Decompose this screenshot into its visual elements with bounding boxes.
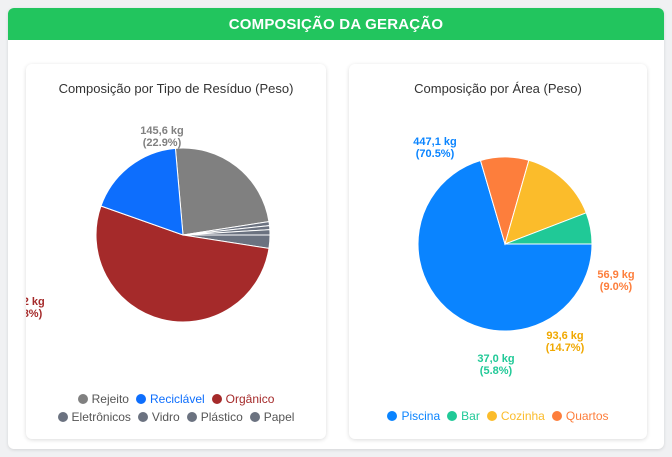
- waste-type-chart-title: Composição por Tipo de Resíduo (Peso): [58, 81, 294, 96]
- legend-dot-icon: [137, 412, 148, 422]
- legend-item-vidro[interactable]: Vidro: [137, 408, 180, 426]
- pie-slice-organico[interactable]: [95, 205, 270, 323]
- legend-dot-icon: [447, 411, 458, 421]
- legend-item-plastico[interactable]: Plástico: [186, 408, 243, 426]
- legend-label: Piscina: [401, 409, 441, 423]
- legend-item-papel[interactable]: Papel: [249, 408, 295, 426]
- legend-label: Orgânico: [225, 392, 275, 406]
- legend-item-quartos[interactable]: Quartos: [551, 407, 609, 425]
- legend-dot-icon: [551, 411, 562, 421]
- legend-dot-icon: [186, 412, 197, 422]
- legend-item-organico[interactable]: Orgânico: [211, 390, 275, 408]
- area-chart-card: Composição por Área (Peso) 447,1 kg (70.5…: [349, 64, 647, 439]
- legend-item-reciclavel[interactable]: Reciclável: [135, 390, 205, 408]
- slice-label-organico: 322,2 kg(50.8%): [26, 296, 45, 320]
- legend-item-rejeito[interactable]: Rejeito: [77, 390, 129, 408]
- legend-row: Eletrônicos Vidro Plástico Papel: [26, 408, 326, 426]
- slice-label-quartos: 56,9 kg (9.0%): [597, 269, 634, 293]
- legend-label: Bar: [461, 409, 480, 423]
- legend-label: Plástico: [200, 410, 243, 424]
- waste-type-pie-chart: 145,6 kg(22.9%)322,2 kg(50.8%)110,8 kg(1…: [26, 125, 271, 323]
- slice-label-piscina: 447,1 kg (70.5%): [413, 136, 456, 160]
- area-legend: Piscina Bar Cozinha Quartos: [349, 407, 647, 425]
- legend-dot-icon: [211, 394, 222, 404]
- pie-slice-reciclavel[interactable]: [100, 147, 184, 236]
- legend-item-cozinha[interactable]: Cozinha: [486, 407, 545, 425]
- area-chart-title: Composição por Área (Peso): [414, 81, 582, 96]
- legend-item-piscina[interactable]: Piscina: [387, 407, 440, 425]
- composition-panel: COMPOSIÇÃO DA GERAÇÃO Composição por Tip…: [8, 8, 664, 449]
- legend-item-eletronicos[interactable]: Eletrônicos: [57, 408, 131, 426]
- legend-dot-icon: [387, 411, 398, 421]
- pie-slice-cozinha[interactable]: [504, 159, 587, 245]
- legend-row: Rejeito Reciclável Orgânico: [26, 390, 326, 408]
- legend-label: Vidro: [151, 410, 180, 424]
- legend-dot-icon: [486, 411, 497, 421]
- legend-row: Piscina Bar Cozinha Quartos: [349, 407, 647, 425]
- legend-dot-icon: [57, 412, 68, 422]
- area-pie-chart: 447,1 kg (70.5%) 56,9 kg (9.0%) 93,6 kg (14.7…: [413, 136, 634, 377]
- legend-dot-icon: [249, 412, 260, 422]
- legend-label: Eletrônicos: [71, 410, 131, 424]
- legend-label: Cozinha: [500, 409, 545, 423]
- legend-dot-icon: [135, 394, 146, 404]
- waste-type-chart-card: Composição por Tipo de Resíduo (Peso) 14…: [26, 64, 326, 439]
- panel-header: COMPOSIÇÃO DA GERAÇÃO: [8, 8, 664, 40]
- legend-label: Papel: [263, 410, 295, 424]
- legend-label: Reciclável: [149, 392, 205, 406]
- pie-slice-rejeito[interactable]: [174, 147, 270, 236]
- legend-dot-icon: [77, 394, 88, 404]
- slice-label-rejeito: 145,6 kg (22.9%): [140, 125, 183, 149]
- legend-item-bar[interactable]: Bar: [447, 407, 480, 425]
- slice-label-cozinha: 93,6 kg (14.7%): [546, 330, 585, 354]
- legend-label: Quartos: [565, 409, 609, 423]
- waste-type-legend: Rejeito Reciclável Orgânico Eletrônicos Vidr…: [26, 390, 326, 426]
- pie-slice-piscina[interactable]: [417, 159, 593, 332]
- pie-slice-bar[interactable]: [504, 212, 593, 245]
- legend-label: Rejeito: [91, 392, 129, 406]
- slice-label-bar: 37,0 kg (5.8%): [477, 353, 514, 377]
- panel-title: COMPOSIÇÃO DA GERAÇÃO: [228, 15, 444, 33]
